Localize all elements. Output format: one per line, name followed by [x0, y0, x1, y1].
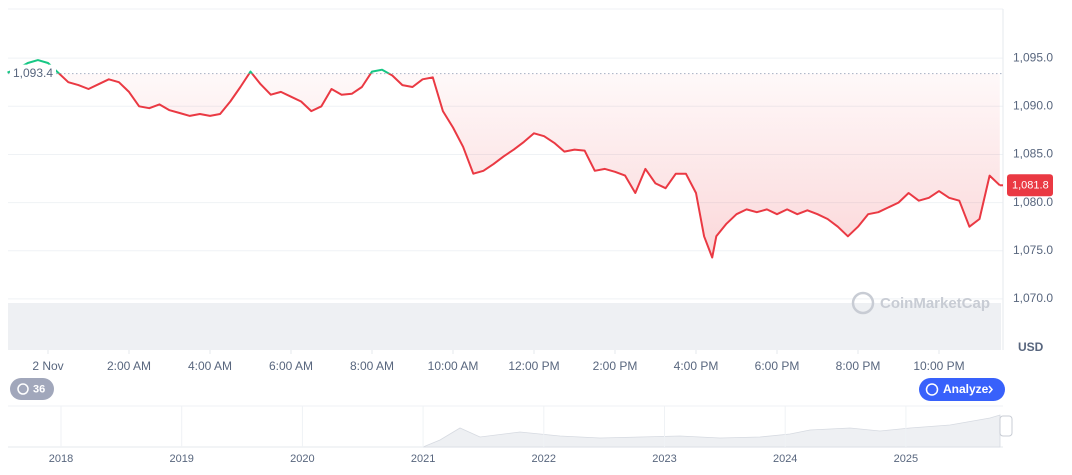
x-tick-label: 6:00 PM	[755, 359, 800, 373]
navigator-year: 2019	[169, 453, 193, 465]
navigator-area	[422, 414, 1001, 448]
y-tick-label: 1,075.0	[1013, 243, 1053, 257]
navigator-year: 2023	[652, 453, 676, 465]
y-tick-label: 1,080.0	[1013, 195, 1053, 209]
navigator-handle[interactable]	[999, 415, 1013, 437]
navigator-year: 2020	[290, 453, 314, 465]
y-tick-label: 1,090.0	[1013, 98, 1053, 112]
volume-band	[8, 303, 1001, 350]
watermark-logo	[851, 291, 875, 315]
navigator-year: 2018	[49, 453, 73, 465]
badge-icon	[17, 383, 29, 395]
x-tick-label: 6:00 AM	[269, 359, 313, 373]
baseline-label-bg	[10, 64, 56, 82]
area	[7, 73, 1000, 258]
analyze-text: Analyze	[943, 382, 989, 396]
x-tick-label: 8:00 PM	[836, 359, 881, 373]
badge-bg	[10, 378, 54, 400]
x-tick-label: 2 Nov	[32, 359, 63, 373]
navigator-year: 2024	[773, 453, 797, 465]
analyze-icon	[925, 383, 939, 396]
x-tick-label: 4:00 AM	[188, 359, 232, 373]
badge-text: 36	[33, 383, 45, 395]
price-label-bg	[1007, 174, 1053, 197]
analyze-chevron	[988, 385, 993, 394]
watermark-text: CoinMarketCap	[880, 295, 990, 312]
y-tick-label: 1,095.0	[1013, 50, 1053, 64]
navigator-year: 2021	[411, 453, 435, 465]
x-tick-label: 2:00 AM	[107, 359, 151, 373]
watermark: CoinMarketCap	[851, 291, 990, 315]
y-tick-label: 1,070.0	[1013, 291, 1053, 305]
analyze-bg	[919, 378, 1005, 401]
price-label: 1,081.8	[1012, 180, 1049, 192]
x-tick-label: 10:00 PM	[913, 359, 964, 373]
y-tick-label: 1,085.0	[1013, 147, 1053, 161]
baseline-label: 1,093.4	[13, 66, 53, 80]
analyze-button[interactable]: Analyze	[919, 378, 1005, 401]
navigator-year: 2025	[894, 453, 918, 465]
count-badge[interactable]: 36	[10, 378, 54, 400]
x-tick-label: 8:00 AM	[350, 359, 394, 373]
x-tick-label: 4:00 PM	[674, 359, 719, 373]
currency: USD	[1018, 340, 1044, 354]
navigator-year: 2022	[532, 453, 556, 465]
x-tick-label: 12:00 PM	[508, 359, 559, 373]
line-down	[57, 73, 1001, 259]
x-tick-label: 10:00 AM	[428, 359, 479, 373]
x-tick-label: 2:00 PM	[593, 359, 638, 373]
